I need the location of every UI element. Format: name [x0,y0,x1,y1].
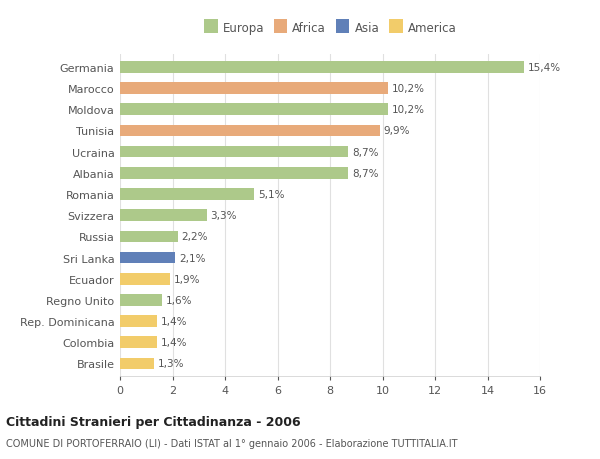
Bar [120,189,254,201]
Text: 3,3%: 3,3% [211,211,237,221]
Bar [120,273,170,285]
Text: 5,1%: 5,1% [258,190,284,200]
Bar [120,62,524,73]
Bar [120,252,175,264]
Text: 1,6%: 1,6% [166,295,193,305]
Bar [120,295,162,306]
Bar [120,168,349,179]
Text: 2,1%: 2,1% [179,253,206,263]
Bar [120,210,206,222]
Bar [120,316,157,327]
Text: COMUNE DI PORTOFERRAIO (LI) - Dati ISTAT al 1° gennaio 2006 - Elaborazione TUTTI: COMUNE DI PORTOFERRAIO (LI) - Dati ISTAT… [6,438,458,448]
Text: Cittadini Stranieri per Cittadinanza - 2006: Cittadini Stranieri per Cittadinanza - 2… [6,415,301,428]
Text: 2,2%: 2,2% [182,232,208,242]
Text: 1,9%: 1,9% [174,274,200,284]
Bar [120,337,157,348]
Text: 10,2%: 10,2% [392,84,425,94]
Bar [120,83,388,95]
Bar [120,125,380,137]
Text: 1,4%: 1,4% [161,337,187,347]
Bar [120,358,154,369]
Bar [120,231,178,243]
Bar [120,146,349,158]
Bar [120,104,388,116]
Text: 1,3%: 1,3% [158,358,185,369]
Text: 8,7%: 8,7% [352,147,379,157]
Text: 9,9%: 9,9% [384,126,410,136]
Text: 10,2%: 10,2% [392,105,425,115]
Text: 15,4%: 15,4% [528,63,562,73]
Legend: Europa, Africa, Asia, America: Europa, Africa, Asia, America [202,19,458,37]
Text: 8,7%: 8,7% [352,168,379,179]
Text: 1,4%: 1,4% [161,316,187,326]
